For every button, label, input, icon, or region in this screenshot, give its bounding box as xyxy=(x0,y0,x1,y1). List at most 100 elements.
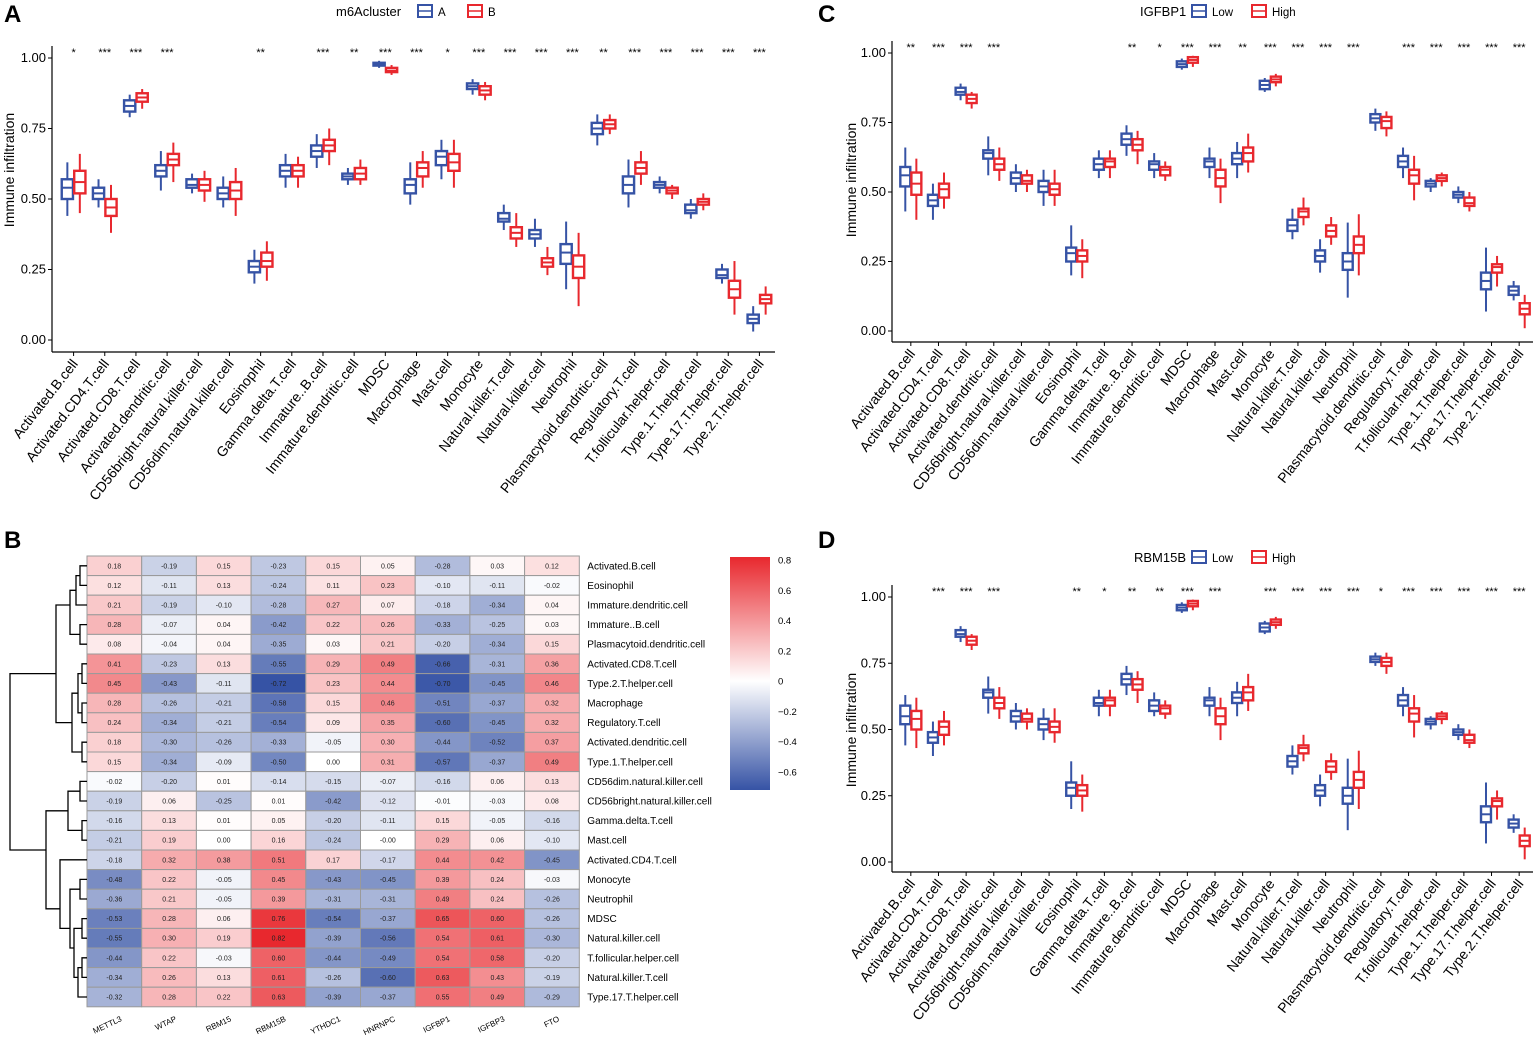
y-tick-label: 0.00 xyxy=(21,332,46,347)
significance-label: ** xyxy=(907,42,916,54)
dendrogram-link xyxy=(81,957,87,979)
significance-label: *** xyxy=(410,47,424,59)
heatmap-cell-value: 0.30 xyxy=(381,740,395,747)
box-Low-Type.2.T.helper.cell xyxy=(1507,814,1520,833)
box-B-Eosinophil xyxy=(260,241,274,281)
heatmap-cell-value: -0.26 xyxy=(216,740,232,747)
heatmap-cell-value: 0.04 xyxy=(545,603,559,610)
heatmap-column-label: HNRNPC xyxy=(362,1014,397,1037)
box-iqr xyxy=(1092,696,1106,707)
box-B-Mast.cell xyxy=(447,139,461,188)
plot-area-a: 0.000.250.500.751.00 *Activated.B.cell***… xyxy=(9,46,775,503)
significance-label: *** xyxy=(317,47,331,59)
y-tick-label: 0.75 xyxy=(861,655,886,670)
box-Low-Regulatory.T.cell xyxy=(1396,687,1410,717)
heatmap-cell-value: -0.05 xyxy=(216,897,232,904)
heatmap-cell-value: 0.43 xyxy=(490,975,504,982)
heatmap-column-label: YTHDC1 xyxy=(309,1014,342,1036)
box-iqr xyxy=(910,709,923,731)
significance-label: *** xyxy=(932,586,946,598)
heatmap-cell-value: -0.03 xyxy=(216,955,232,962)
heatmap-cell-value: 0.15 xyxy=(326,701,340,708)
heatmap-cell-value: 0.39 xyxy=(436,877,450,884)
heatmap-cell-value: 0.21 xyxy=(162,897,176,904)
box-High-Type.2.T.helper.cell xyxy=(1518,827,1531,860)
box-B-CD56dim.natural.killer.cell xyxy=(228,167,243,216)
heatmap-cell-value: -0.26 xyxy=(544,916,560,923)
box-A-Mast.cell xyxy=(434,139,449,180)
dendrogram-link xyxy=(75,574,87,606)
heatmap-cell-value: -0.34 xyxy=(106,975,122,982)
heatmap-cell-value: 0.54 xyxy=(436,955,450,962)
box-Low-Natural.killer.cell xyxy=(1313,239,1327,273)
heatmap-cell-value: -0.37 xyxy=(489,701,505,708)
heatmap-cell-value: -0.05 xyxy=(325,740,341,747)
heatmap-cell-value: -0.56 xyxy=(380,936,396,943)
heatmap-cell-value: 0.37 xyxy=(545,740,559,747)
box-High-Activated.CD8.T.cell xyxy=(965,634,978,650)
heatmap-cell-value: -0.44 xyxy=(435,740,451,747)
heatmap-cell-value: 0.24 xyxy=(108,720,122,727)
significance-label: *** xyxy=(659,47,673,59)
box-A-Type.2.T.helper.cell xyxy=(746,306,760,332)
significance-label: *** xyxy=(1457,42,1471,54)
box-High-CD56bright.natural.killer.cell xyxy=(1020,169,1034,192)
heatmap-cell-value: 0.13 xyxy=(217,975,231,982)
heatmap-cell-value: 0.08 xyxy=(108,642,122,649)
box-A-Type.1.T.helper.cell xyxy=(684,199,698,219)
heatmap-cell-value: 0.61 xyxy=(490,936,504,943)
heatmap-cell-value: 0.00 xyxy=(326,759,340,766)
heatmap-cell-value: 0.63 xyxy=(272,995,286,1002)
y-tick-label: 0.25 xyxy=(21,262,46,277)
panel-label-b: B xyxy=(4,527,21,554)
heatmap-column-label: METTL3 xyxy=(92,1014,124,1035)
heatmap-cell-value: 0.38 xyxy=(217,857,231,864)
box-iqr xyxy=(1020,174,1034,185)
heatmap-cell-value: -0.52 xyxy=(489,740,505,747)
box-Low-Macrophage xyxy=(1203,147,1216,179)
colorbar-tick-label: 0 xyxy=(778,677,783,688)
box-High-Immature..B.cell xyxy=(1131,130,1144,165)
heatmap-cell-value: -0.33 xyxy=(435,622,451,629)
heatmap-column-label: IGFBP3 xyxy=(477,1014,507,1034)
box-Low-Type.17.T.helper.cell xyxy=(1479,782,1493,844)
heatmap-cell-value: 0.31 xyxy=(381,759,395,766)
significance-label: *** xyxy=(1430,586,1444,598)
box-A-Neutrophil xyxy=(559,221,573,290)
heatmap-cell-value: -0.54 xyxy=(270,720,286,727)
box-A-Eosinophil xyxy=(247,249,262,284)
dendrogram-link xyxy=(79,565,87,587)
heatmap-cell-value: 0.15 xyxy=(217,563,231,570)
box-iqr xyxy=(1490,797,1504,808)
box-Low-Regulatory.T.cell xyxy=(1396,147,1410,179)
heatmap-cell-value: -0.31 xyxy=(489,661,505,668)
heatmap-cell-value: -0.34 xyxy=(161,720,177,727)
heatmap-cell-value: 0.04 xyxy=(217,642,231,649)
box-iqr xyxy=(1147,160,1161,171)
heatmap-row-label: Activated.CD8.T.cell xyxy=(587,659,676,670)
heatmap-cell-value: 0.13 xyxy=(217,583,231,590)
heatmap-cell-value: 0.39 xyxy=(272,897,286,904)
box-B-Activated.dendritic.cell xyxy=(166,142,181,183)
box-Low-T.follicular.helper.cell xyxy=(1424,716,1437,730)
heatmap-cell-value: -0.11 xyxy=(380,818,396,825)
heatmap-cell-value: 0.21 xyxy=(381,642,395,649)
box-High-Natural.killer.T.cell xyxy=(1297,197,1310,226)
heatmap-cell-value: 0.13 xyxy=(217,661,231,668)
heatmap-cell-value: 0.60 xyxy=(490,916,504,923)
heatmap-cell-value: -0.36 xyxy=(106,897,122,904)
significance-label: *** xyxy=(504,47,518,59)
heatmap-cell-value: -0.10 xyxy=(544,838,560,845)
heatmap-row-label: Monocyte xyxy=(587,875,631,886)
significance-label: *** xyxy=(98,47,112,59)
box-High-Activated.dendritic.cell xyxy=(993,147,1006,181)
legend-a: m6Acluster A B xyxy=(336,4,496,19)
significance-label: *** xyxy=(628,47,642,59)
heatmap-cell-value: 0.65 xyxy=(436,916,450,923)
box-iqr xyxy=(937,720,951,736)
box-B-Natural.killer.cell xyxy=(540,246,555,276)
box-Low-Activated.B.cell xyxy=(899,695,912,746)
heatmap-row-label: Activated.CD4.T.cell xyxy=(587,855,676,866)
box-A-Regulatory.T.cell xyxy=(621,159,636,208)
heatmap-cell-value: -0.25 xyxy=(489,622,505,629)
